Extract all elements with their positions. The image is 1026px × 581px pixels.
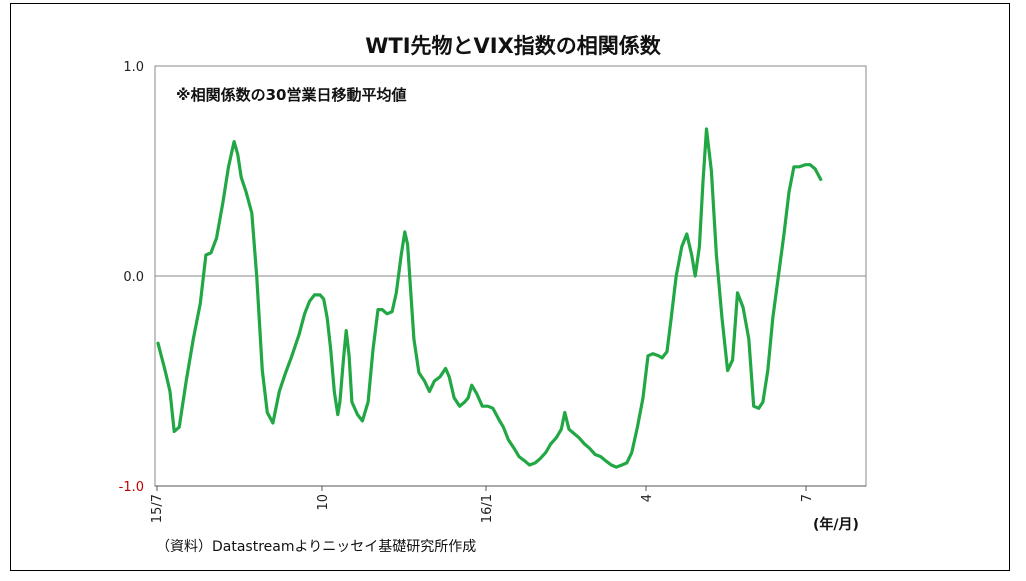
x-tick-marks xyxy=(156,486,807,491)
chart-frame xyxy=(10,3,1010,571)
y-tick-label-neg1: -1.0 xyxy=(119,480,144,495)
series-line-correlation xyxy=(156,127,823,469)
x-tick-label-16-1: 16/1 xyxy=(480,494,495,523)
source-note: （資料）Datastreamよりニッセイ基礎研究所作成 xyxy=(156,539,477,555)
x-tick-label-7: 7 xyxy=(800,494,815,502)
x-tick-label-15-7: 15/7 xyxy=(150,494,165,523)
y-tick-label-0: 0.0 xyxy=(123,270,144,285)
y-tick-label-1: 1.0 xyxy=(123,60,144,75)
x-tick-label-10: 10 xyxy=(316,494,331,511)
x-tick-label-4: 4 xyxy=(640,494,655,502)
chart-title: WTI先物とVIX指数の相関係数 xyxy=(365,34,661,58)
chart-annotation: ※相関係数の30営業日移動平均値 xyxy=(176,86,407,104)
x-axis-unit: (年/月) xyxy=(813,517,859,533)
